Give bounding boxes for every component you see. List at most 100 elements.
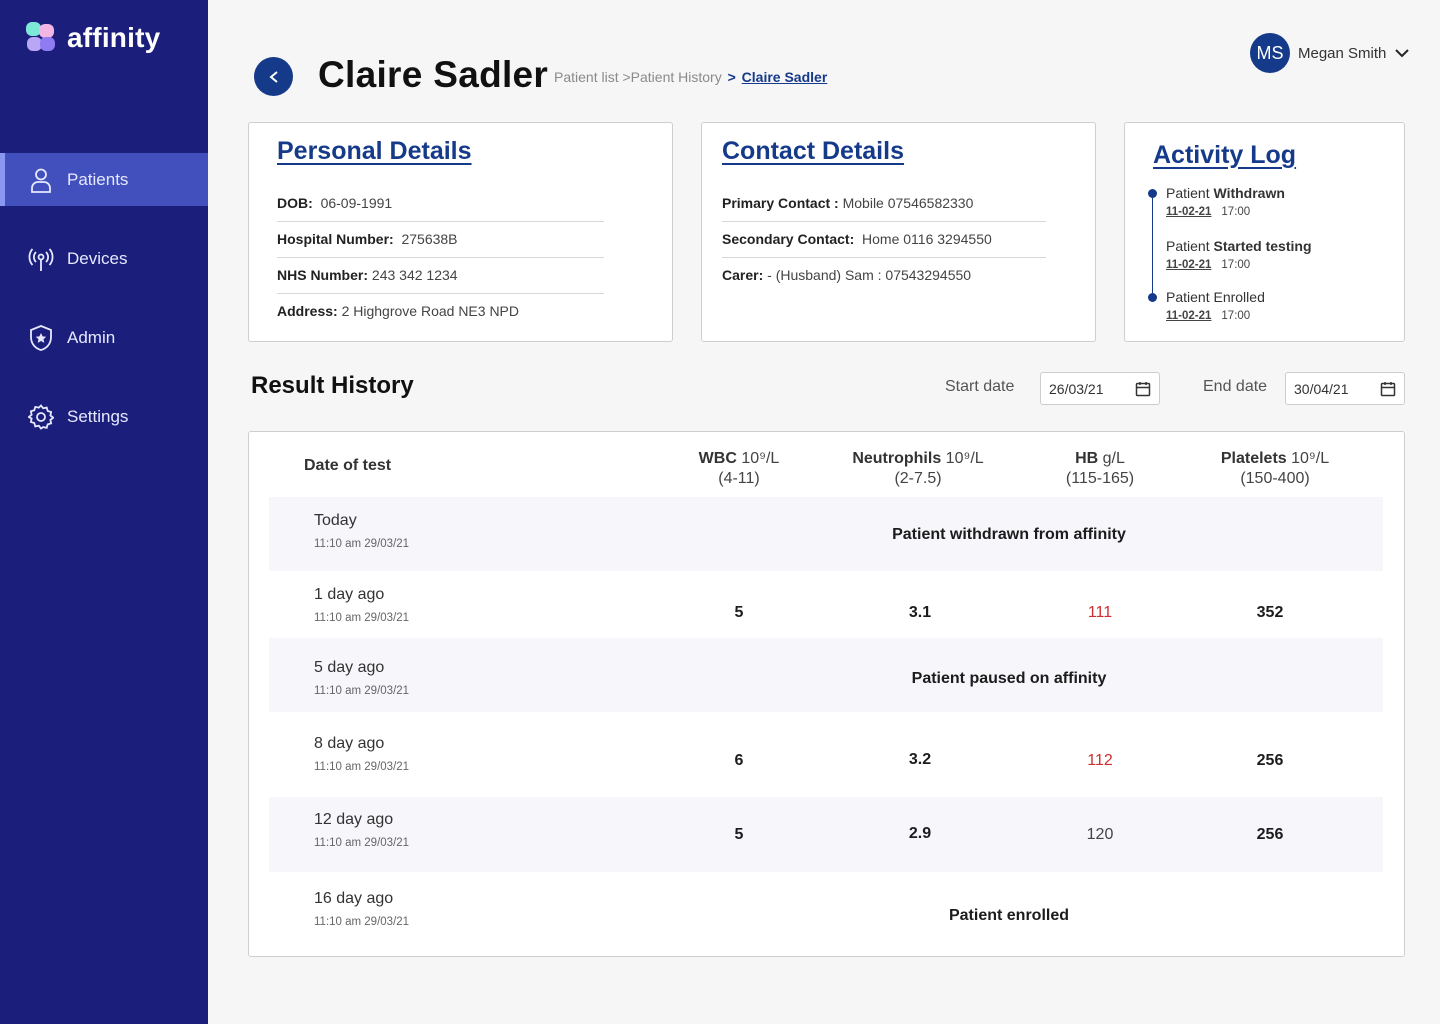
breadcrumb-separator: > bbox=[727, 69, 736, 85]
start-date-input[interactable]: 26/03/21 bbox=[1040, 372, 1160, 405]
chevron-left-icon bbox=[268, 70, 278, 83]
table-row[interactable]: 8 day ago 11:10 am 29/03/21 6 3.2 112 25… bbox=[269, 712, 1383, 797]
start-date-label: Start date bbox=[945, 378, 1015, 395]
nhs-number-field: NHS Number: 243 342 1234 bbox=[277, 267, 604, 294]
activity-time: 17:00 bbox=[1221, 259, 1251, 271]
wbc-value: 6 bbox=[734, 752, 744, 769]
activity-log-title[interactable]: Activity Log bbox=[1153, 141, 1297, 169]
column-header-hb: HB g/L (115-165) bbox=[1065, 450, 1135, 487]
page-title: Claire Sadler bbox=[318, 54, 549, 95]
column-header-wbc: WBC 10⁹/L (4-11) bbox=[698, 450, 780, 487]
row-timestamp: 11:10 am 29/03/21 bbox=[314, 538, 410, 550]
neutrophils-value: 2.9 bbox=[908, 825, 932, 842]
table-row[interactable]: 16 day ago 11:10 am 29/03/21 Patient enr… bbox=[269, 872, 1383, 952]
wbc-value: 5 bbox=[734, 604, 744, 621]
sidebar: affinity Patients Devices Admin Settings bbox=[0, 0, 208, 1024]
sidebar-item-admin[interactable]: Admin bbox=[0, 311, 208, 364]
brand-name: affinity bbox=[67, 22, 161, 53]
address-field: Address: 2 Highgrove Road NE3 NPD bbox=[277, 303, 604, 329]
sidebar-item-label: Devices bbox=[67, 248, 128, 268]
sidebar-item-label: Patients bbox=[67, 169, 129, 189]
sidebar-nav: Patients Devices Admin Settings bbox=[0, 153, 208, 469]
dob-label: DOB: bbox=[277, 195, 313, 211]
breadcrumb-current[interactable]: Claire Sadler bbox=[741, 69, 828, 85]
activity-time: 17:00 bbox=[1221, 310, 1251, 322]
row-event: Patient enrolled bbox=[948, 907, 1070, 924]
activity-date[interactable]: 11-02-21 bbox=[1166, 206, 1212, 218]
table-row[interactable]: 5 day ago 11:10 am 29/03/21 Patient paus… bbox=[269, 638, 1383, 712]
secondary-contact-label: Secondary Contact: bbox=[722, 231, 855, 247]
personal-details-card: Personal Details DOB: 06-09-1991 Hospita… bbox=[248, 122, 673, 342]
user-menu[interactable]: MS Megan Smith bbox=[1250, 33, 1410, 73]
sidebar-item-devices[interactable]: Devices bbox=[0, 232, 208, 285]
secondary-contact-value: Home 0116 3294550 bbox=[862, 231, 992, 247]
breadcrumb-patient-history[interactable]: >Patient History bbox=[622, 69, 722, 85]
user-icon bbox=[28, 167, 54, 193]
contact-details-title[interactable]: Contact Details bbox=[722, 137, 904, 165]
primary-contact-value: Mobile 07546582330 bbox=[842, 195, 974, 211]
activity-action: Enrolled bbox=[1213, 289, 1265, 305]
row-timestamp: 11:10 am 29/03/21 bbox=[314, 685, 410, 697]
gear-icon bbox=[28, 403, 54, 430]
timeline-dot bbox=[1148, 189, 1157, 198]
carer-label: Carer: bbox=[722, 267, 764, 283]
result-history-title: Result History bbox=[251, 372, 414, 399]
brand-logo[interactable]: affinity bbox=[26, 22, 160, 54]
sidebar-item-label: Admin bbox=[67, 327, 116, 347]
activity-action: Started testing bbox=[1213, 238, 1312, 254]
wbc-value: 5 bbox=[734, 826, 744, 843]
activity-action: Withdrawn bbox=[1213, 185, 1285, 201]
logo-mark-icon bbox=[26, 22, 58, 54]
column-header-platelets: Platelets 10⁹/L (150-400) bbox=[1220, 450, 1330, 487]
activity-date[interactable]: 11-02-21 bbox=[1166, 259, 1212, 271]
sidebar-item-patients[interactable]: Patients bbox=[0, 153, 208, 206]
calendar-icon bbox=[1380, 381, 1396, 396]
row-event: Patient paused on affinity bbox=[911, 670, 1107, 687]
shield-star-icon bbox=[28, 324, 54, 351]
neutrophils-value: 3.1 bbox=[908, 604, 932, 621]
neutrophils-value: 3.2 bbox=[908, 751, 932, 768]
row-when: 8 day ago bbox=[314, 735, 385, 752]
row-when: 5 day ago bbox=[314, 659, 385, 676]
address-value: 2 Highgrove Road NE3 NPD bbox=[341, 303, 519, 319]
nhs-number-value: 243 342 1234 bbox=[371, 267, 458, 283]
primary-contact-label: Primary Contact : bbox=[722, 195, 839, 211]
breadcrumb-patient-list[interactable]: Patient list bbox=[554, 69, 619, 85]
row-timestamp: 11:10 am 29/03/21 bbox=[314, 916, 410, 928]
sidebar-item-settings[interactable]: Settings bbox=[0, 390, 208, 443]
activity-date[interactable]: 11-02-21 bbox=[1166, 310, 1212, 322]
end-date-input[interactable]: 30/04/21 bbox=[1285, 372, 1405, 405]
address-label: Address: bbox=[277, 303, 338, 319]
row-when: 1 day ago bbox=[314, 586, 385, 603]
column-header-date: Date of test bbox=[304, 457, 392, 474]
platelets-value: 256 bbox=[1256, 752, 1284, 769]
personal-details-title[interactable]: Personal Details bbox=[277, 137, 472, 165]
hb-value: 111 bbox=[1087, 604, 1113, 621]
column-header-neutrophils: Neutrophils 10⁹/L (2-7.5) bbox=[852, 450, 984, 487]
hb-value: 120 bbox=[1086, 826, 1114, 843]
sidebar-item-label: Settings bbox=[67, 406, 129, 426]
hb-value: 112 bbox=[1087, 752, 1113, 769]
start-date-value: 26/03/21 bbox=[1049, 380, 1104, 397]
hospital-number-value: 275638B bbox=[401, 231, 458, 247]
table-row[interactable]: 1 day ago 11:10 am 29/03/21 5 3.1 111 35… bbox=[269, 571, 1383, 638]
hospital-number-field: Hospital Number: 275638B bbox=[277, 231, 604, 258]
nhs-number-label: NHS Number: bbox=[277, 267, 369, 283]
breadcrumb: Patient list >Patient History > Claire S… bbox=[554, 69, 827, 85]
carer-field: Carer: - (Husband) Sam : 07543294550 bbox=[722, 267, 1046, 293]
chevron-down-icon bbox=[1394, 48, 1410, 58]
antenna-icon bbox=[28, 246, 54, 272]
table-row[interactable]: 12 day ago 11:10 am 29/03/21 5 2.9 120 2… bbox=[269, 797, 1383, 872]
carer-value: - (Husband) Sam : 07543294550 bbox=[767, 267, 972, 283]
table-row[interactable]: Today 11:10 am 29/03/21 Patient withdraw… bbox=[269, 497, 1383, 571]
platelets-value: 256 bbox=[1256, 826, 1284, 843]
timeline-dot bbox=[1148, 293, 1157, 302]
activity-log-card: Activity Log Patient Withdrawn 11-02-21 1… bbox=[1124, 122, 1405, 342]
result-history-table: Date of test WBC 10⁹/L (4-11) Neutrophil… bbox=[248, 431, 1405, 957]
platelets-value: 352 bbox=[1256, 604, 1284, 621]
back-button[interactable] bbox=[254, 57, 293, 96]
calendar-icon bbox=[1135, 381, 1151, 396]
timeline-line bbox=[1152, 191, 1153, 296]
row-event: Patient withdrawn from affinity bbox=[892, 526, 1126, 543]
secondary-contact-field: Secondary Contact: Home 0116 3294550 bbox=[722, 231, 1046, 258]
